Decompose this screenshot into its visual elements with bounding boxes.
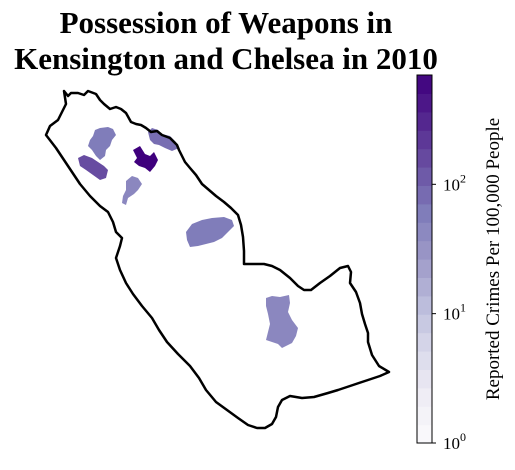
area-small-west: [122, 176, 142, 205]
colorbar-step: [417, 424, 432, 444]
area-south: [266, 295, 298, 348]
colorbar-step: [417, 277, 432, 297]
map-title-line-1: Possession of Weapons in: [59, 5, 393, 40]
colorbar-step: [417, 387, 432, 407]
map-title-line-2: Kensington and Chelsea in 2010: [14, 41, 438, 76]
colorbar-step: [417, 167, 432, 186]
colorbar-label: Reported Crimes Per 100,000 People: [483, 118, 504, 400]
area-north-west: [78, 155, 108, 180]
tick-label-exponent: 1: [460, 301, 466, 315]
area-north-cluster: [88, 127, 116, 160]
colorbar-tick-label: 100: [443, 430, 466, 453]
colorbar-step: [417, 295, 432, 315]
colorbar-step: [417, 240, 432, 260]
tick-label-exponent: 0: [460, 430, 466, 444]
area-north-center: [133, 146, 158, 172]
colorbar-step: [417, 111, 432, 131]
colorbar-step: [417, 259, 432, 278]
colorbar-step: [417, 93, 432, 113]
colorbar-step: [417, 314, 432, 334]
borough-outline: [44, 89, 391, 430]
colorbar-step: [417, 130, 432, 150]
area-north-east: [148, 128, 179, 151]
colorbar-step: [417, 222, 432, 242]
region-layer: [78, 127, 298, 348]
colorbar-tick-label: 102: [443, 171, 466, 194]
colorbar-step: [417, 351, 432, 370]
colorbar-step: [417, 369, 432, 389]
area-central: [186, 217, 234, 247]
tick-label-exponent: 2: [460, 171, 466, 185]
colorbar-step: [417, 75, 432, 94]
colorbar-frame: [416, 74, 433, 444]
colorbar-tick-label: 101: [443, 301, 466, 324]
tick-label-base: 10: [443, 434, 460, 453]
colorbar-step: [417, 203, 432, 223]
tick-label-base: 10: [443, 305, 460, 324]
tick-label-base: 10: [443, 175, 460, 194]
colorbar-step: [417, 148, 432, 168]
colorbar-gradient: [417, 75, 432, 444]
colorbar-step: [417, 332, 432, 352]
colorbar-step: [417, 406, 432, 426]
colorbar-step: [417, 185, 432, 205]
